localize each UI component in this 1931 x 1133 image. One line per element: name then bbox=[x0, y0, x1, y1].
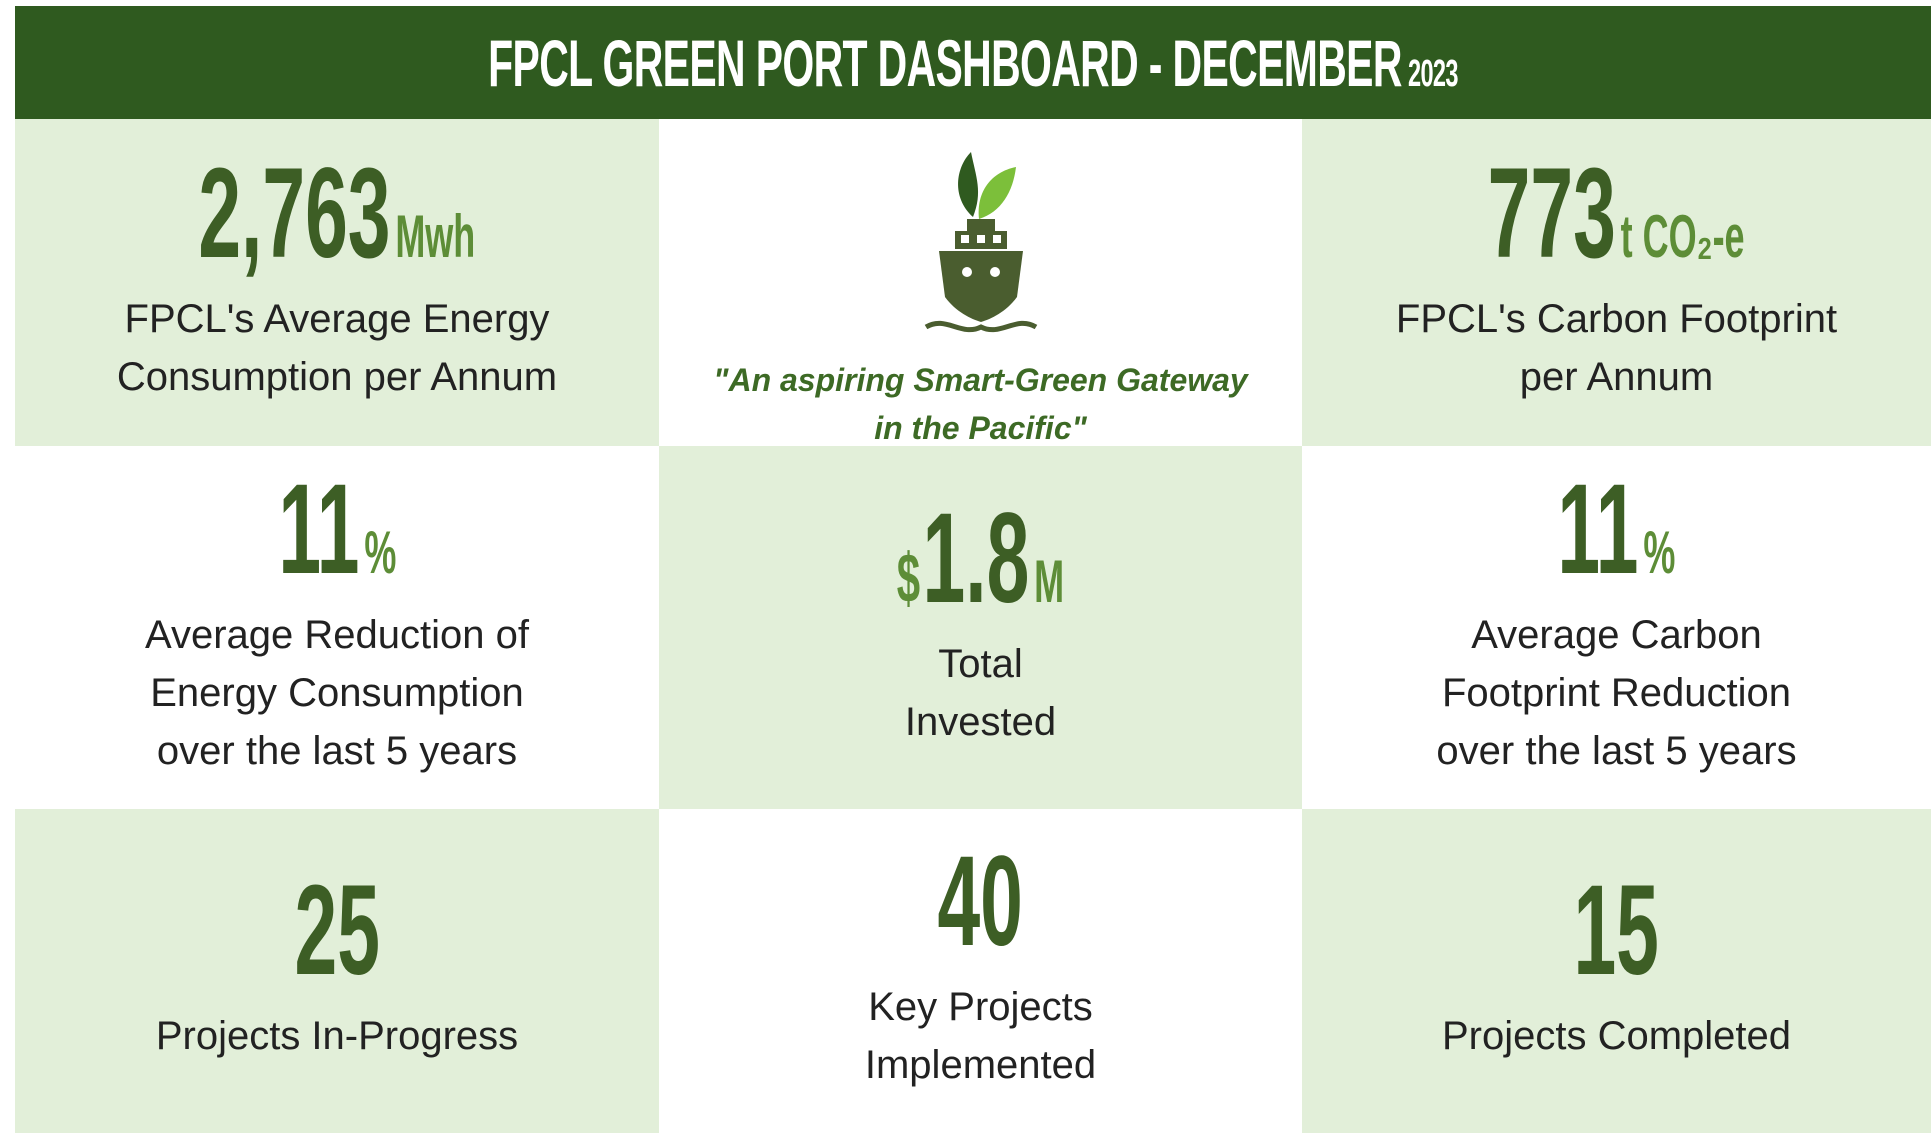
label-line: Projects Completed bbox=[1441, 1014, 1792, 1058]
title-wrap: FPCL GREEN PORT DASHBOARD - DECEMBER 2023 bbox=[488, 25, 1458, 101]
metric-unit: % bbox=[1643, 518, 1676, 586]
label-line: Key Projects bbox=[868, 985, 1093, 1029]
metric-unit: Mwh bbox=[395, 202, 476, 270]
cell: 40 Key Projects Implemented bbox=[659, 809, 1302, 1133]
metric-value: 15 bbox=[1573, 859, 1660, 1002]
metric-value: 11 bbox=[1557, 457, 1639, 601]
label-line: Projects In-Progress bbox=[155, 1014, 519, 1058]
metric-value: 2,763 bbox=[198, 141, 391, 285]
label-line: Total bbox=[938, 641, 1023, 686]
label-line: Invested bbox=[904, 699, 1057, 744]
metric: 25 bbox=[294, 867, 379, 995]
cell: 25 Projects In-Progress bbox=[15, 809, 659, 1133]
tagline-line: in the Pacific" bbox=[874, 410, 1087, 446]
label-line: Energy Consumption bbox=[150, 670, 524, 715]
label-line: Average Reduction of bbox=[145, 612, 529, 657]
metric-label: Projects Completed bbox=[1442, 1007, 1791, 1065]
cell: $1.8M Total Invested bbox=[659, 446, 1302, 809]
tagline-line: "An aspiring Smart-Green Gateway bbox=[713, 362, 1248, 398]
icon bbox=[921, 147, 1041, 342]
cell: 11% Average Reduction of Energy Consumptio… bbox=[15, 446, 659, 809]
metric-unit: % bbox=[363, 518, 396, 586]
ship-icon bbox=[924, 152, 1037, 333]
cell: 11% Average Carbon Footprint Reduction over… bbox=[1302, 446, 1931, 809]
metric-label: Average Carbon Footprint Reduction over th… bbox=[1436, 606, 1796, 780]
metric-value: 1.8 bbox=[922, 486, 1030, 630]
year: 2023 bbox=[1407, 52, 1459, 95]
label-line: Average Carbon bbox=[1471, 612, 1762, 657]
metric: 11% bbox=[278, 465, 396, 594]
label-line: over the last 5 years bbox=[156, 728, 518, 773]
metric-value: 40 bbox=[937, 830, 1024, 973]
metric-label: Key Projects Implemented bbox=[865, 978, 1096, 1094]
metric-label: Projects In-Progress bbox=[156, 1007, 518, 1065]
label-line: FPCL's Average Energy bbox=[124, 296, 550, 341]
metric-unit: M bbox=[1034, 547, 1065, 615]
metric-value: 11 bbox=[277, 457, 360, 601]
metric: $1.8M bbox=[896, 494, 1065, 623]
metric-label: FPCL's Average Energy Consumption per Ann… bbox=[117, 290, 557, 406]
cell: 773t CO₂-e FPCL's Carbon Footprint per Ann… bbox=[1302, 119, 1931, 446]
label-line: per Annum bbox=[1519, 354, 1714, 399]
cell: 2,763Mwh FPCL's Average Energy Consumption… bbox=[15, 119, 659, 446]
metric: 773t CO₂-e bbox=[1488, 149, 1745, 278]
metric: 11% bbox=[1557, 465, 1676, 594]
metric: 40 bbox=[938, 838, 1023, 966]
metric-label: FPCL's Carbon Footprint per Annum bbox=[1396, 290, 1837, 406]
title: FPCL GREEN PORT DASHBOARD - DECEMBER bbox=[488, 25, 1402, 100]
header: FPCL GREEN PORT DASHBOARD - DECEMBER 2023 bbox=[15, 6, 1931, 119]
label-line: Footprint Reduction bbox=[1441, 670, 1792, 715]
metric-prefix: $ bbox=[896, 538, 921, 617]
metric-value: 25 bbox=[294, 859, 380, 1002]
label-line: FPCL's Carbon Footprint bbox=[1395, 296, 1838, 341]
metric-value: 773 bbox=[1488, 141, 1617, 285]
tagline: "An aspiring Smart-Green Gateway in the P… bbox=[713, 356, 1247, 452]
metric-label: Average Reduction of Energy Consumption ov… bbox=[145, 606, 529, 780]
label-line: over the last 5 years bbox=[1436, 728, 1797, 773]
metric-unit: t CO₂-e bbox=[1620, 202, 1745, 270]
metric-label: Total Invested bbox=[905, 635, 1056, 751]
label-line: Implemented bbox=[864, 1043, 1097, 1087]
cell: "An aspiring Smart-Green Gateway in the P… bbox=[659, 119, 1302, 446]
label-line: Consumption per Annum bbox=[116, 354, 558, 399]
metric: 15 bbox=[1574, 867, 1659, 995]
cell: 15 Projects Completed bbox=[1302, 809, 1931, 1133]
metric: 2,763Mwh bbox=[199, 149, 476, 278]
